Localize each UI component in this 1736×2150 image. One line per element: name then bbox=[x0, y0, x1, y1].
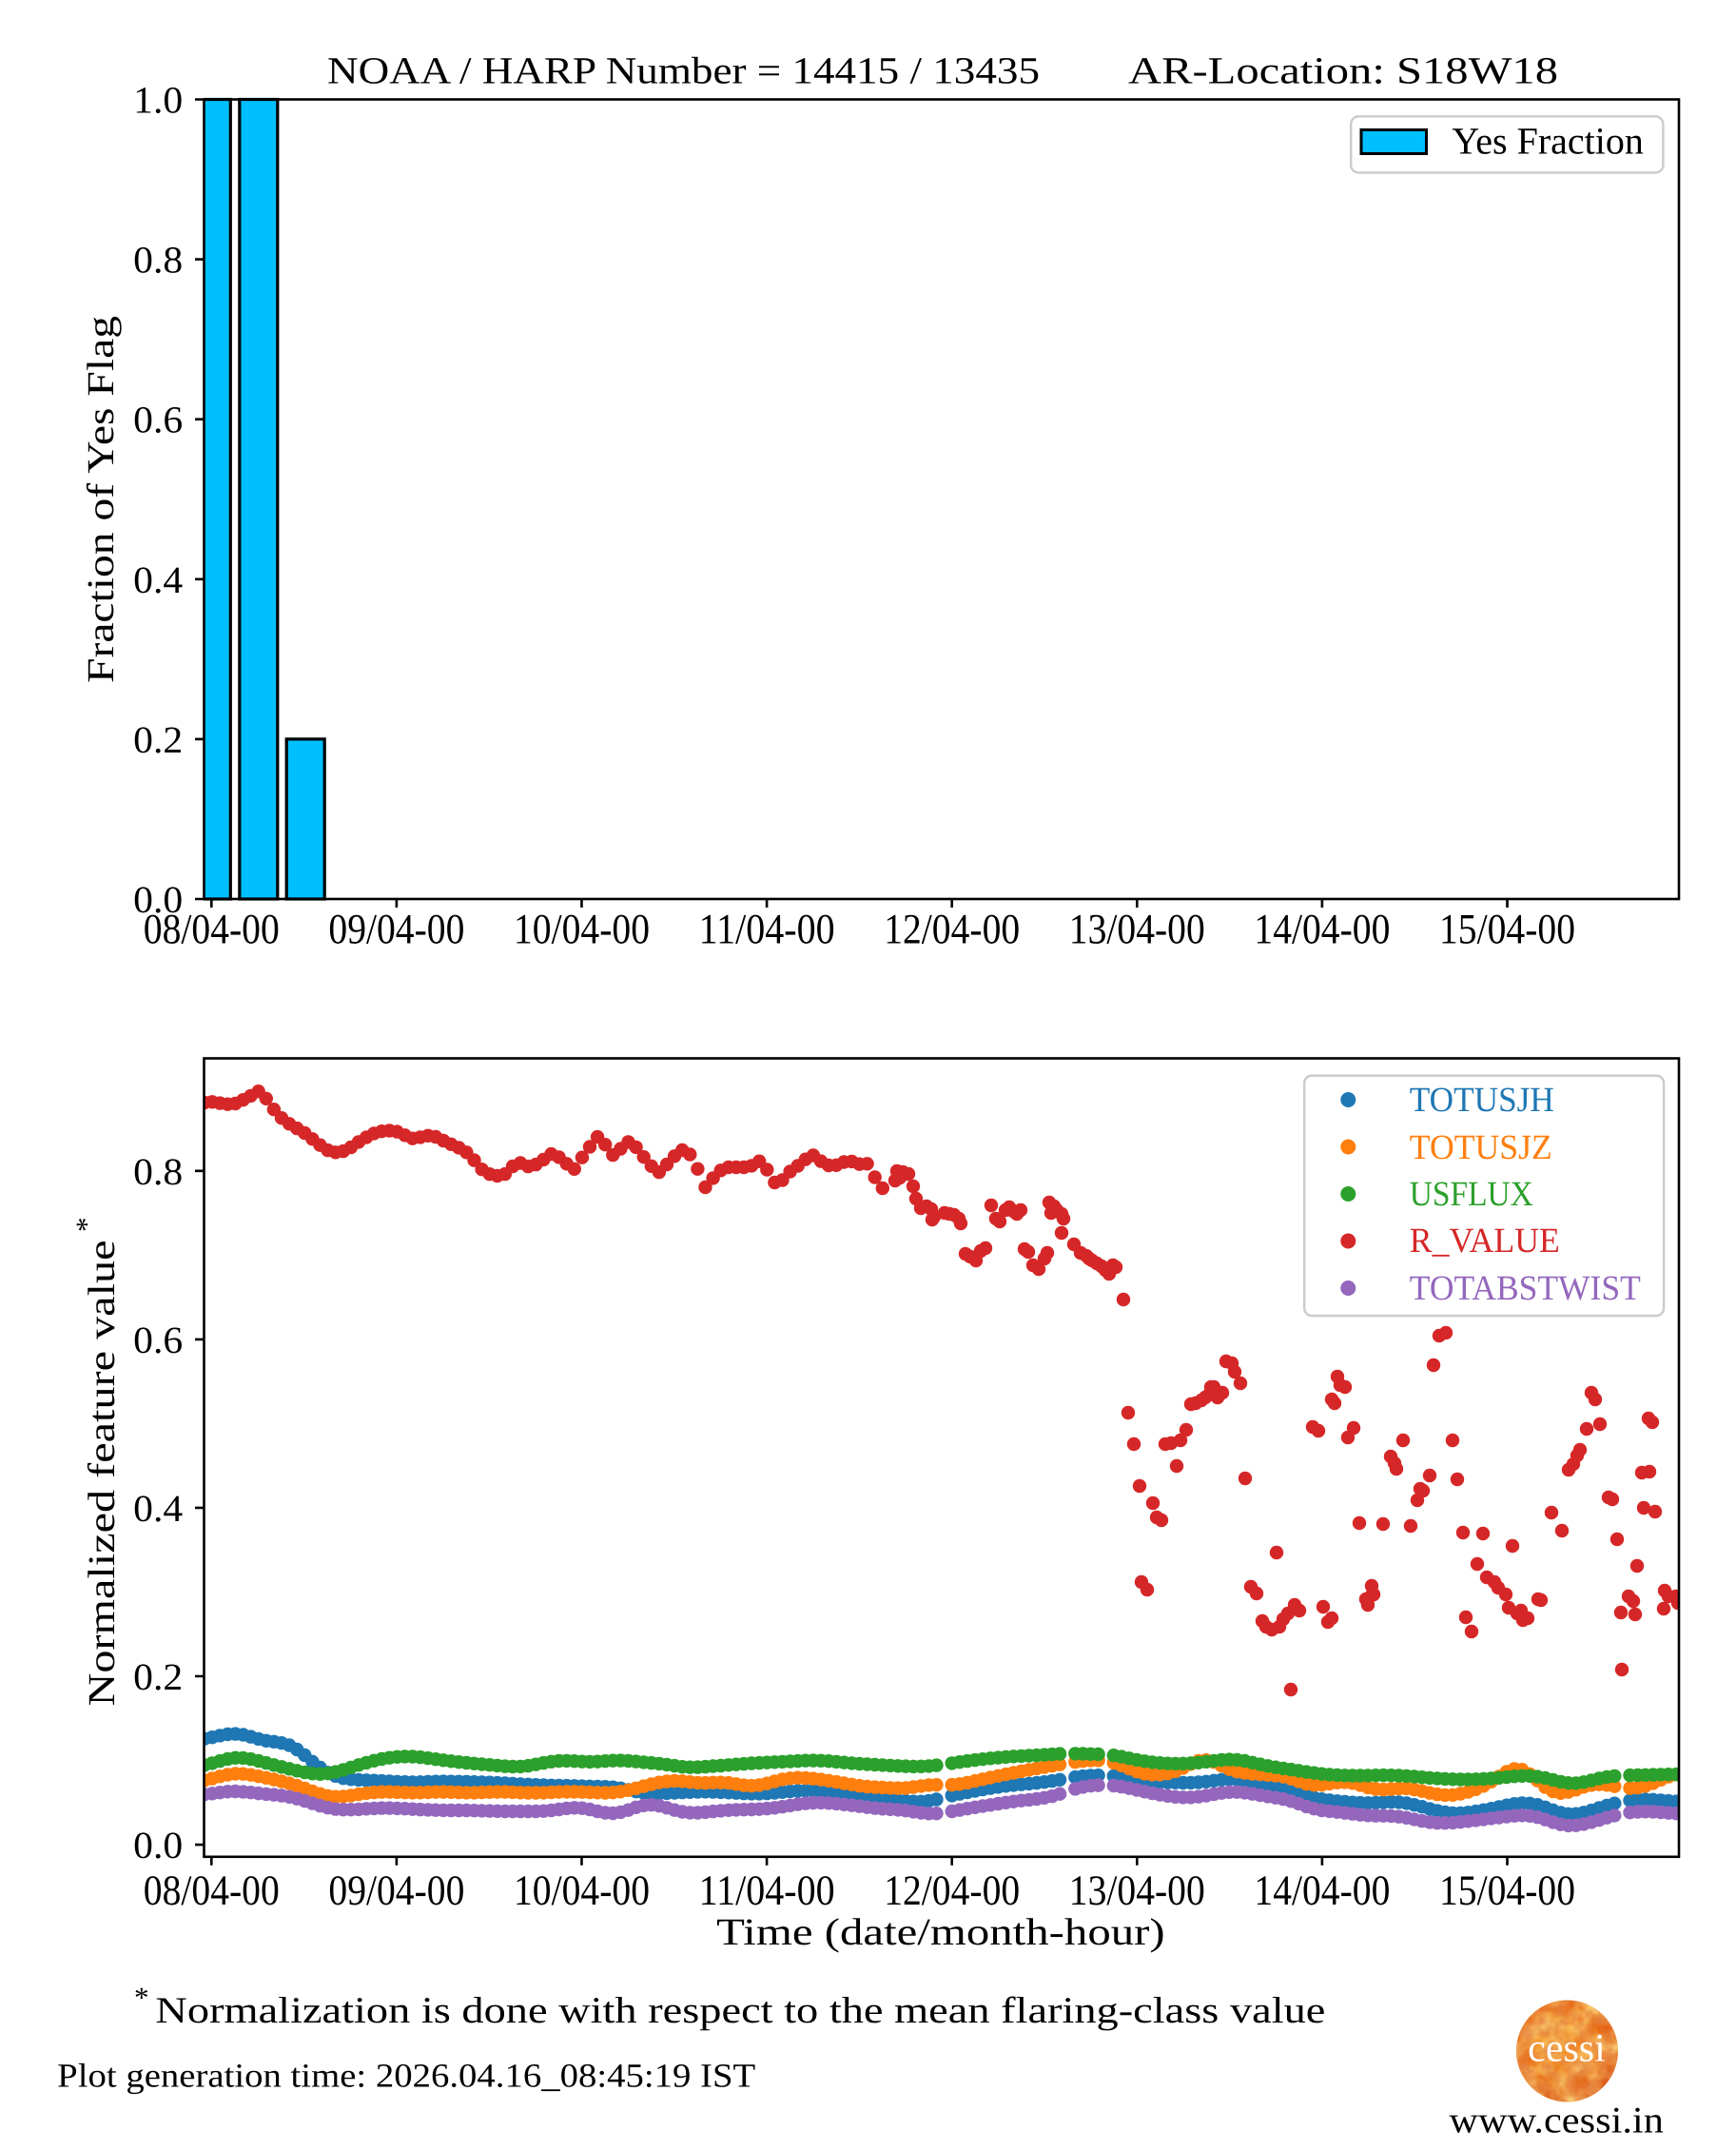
svg-text:10/04-00: 10/04-00 bbox=[514, 1867, 650, 1914]
svg-text:10/04-00: 10/04-00 bbox=[514, 906, 650, 953]
svg-text:R_VALUE: R_VALUE bbox=[1410, 1222, 1560, 1261]
svg-text:Yes Fraction: Yes Fraction bbox=[1452, 119, 1644, 162]
svg-text:0.6: 0.6 bbox=[133, 1319, 183, 1361]
svg-text:Time (date/month-hour): Time (date/month-hour) bbox=[716, 1910, 1164, 1953]
svg-text:11/04-00: 11/04-00 bbox=[699, 906, 835, 953]
svg-text:0.2: 0.2 bbox=[133, 1655, 183, 1698]
svg-text:14/04-00: 14/04-00 bbox=[1254, 1867, 1390, 1914]
svg-text:14/04-00: 14/04-00 bbox=[1254, 906, 1390, 953]
svg-text:NOAA / HARP Number = 14415 / 1: NOAA / HARP Number = 14415 / 13435 bbox=[327, 49, 1040, 92]
svg-text:09/04-00: 09/04-00 bbox=[328, 1867, 464, 1914]
svg-text:0.6: 0.6 bbox=[133, 399, 183, 441]
svg-text:*: * bbox=[69, 1218, 103, 1233]
svg-text:0.0: 0.0 bbox=[133, 1824, 183, 1867]
svg-text:TOTABSTWIST: TOTABSTWIST bbox=[1410, 1269, 1641, 1308]
svg-text:cessi: cessi bbox=[1528, 2027, 1606, 2071]
svg-text:13/04-00: 13/04-00 bbox=[1069, 906, 1205, 953]
svg-text:1.0: 1.0 bbox=[133, 79, 183, 122]
svg-text:Fraction of Yes Flag: Fraction of Yes Flag bbox=[79, 316, 122, 683]
svg-text:*: * bbox=[134, 1981, 149, 2014]
svg-text:15/04-00: 15/04-00 bbox=[1439, 906, 1575, 953]
svg-text:09/04-00: 09/04-00 bbox=[328, 906, 464, 953]
svg-text:0.8: 0.8 bbox=[133, 239, 183, 282]
svg-text:08/04-00: 08/04-00 bbox=[144, 1867, 280, 1914]
svg-text:0.4: 0.4 bbox=[133, 1487, 183, 1530]
svg-text:0.4: 0.4 bbox=[133, 558, 183, 601]
svg-text:AR-Location: S18W18: AR-Location: S18W18 bbox=[1128, 49, 1558, 92]
svg-text:TOTUSJH: TOTUSJH bbox=[1410, 1081, 1554, 1120]
svg-text:0.2: 0.2 bbox=[133, 718, 183, 761]
svg-text:TOTUSJZ: TOTUSJZ bbox=[1410, 1128, 1552, 1167]
svg-text:www.cessi.in: www.cessi.in bbox=[1449, 2101, 1664, 2141]
svg-text:Normalization is done with res: Normalization is done with respect to th… bbox=[155, 1990, 1325, 2031]
svg-text:12/04-00: 12/04-00 bbox=[884, 1867, 1020, 1914]
svg-text:0.8: 0.8 bbox=[133, 1150, 183, 1193]
svg-text:Normalized feature value: Normalized feature value bbox=[80, 1241, 123, 1707]
svg-text:11/04-00: 11/04-00 bbox=[699, 1867, 835, 1914]
svg-text:08/04-00: 08/04-00 bbox=[144, 906, 280, 953]
svg-text:Plot generation time: 2026.04.: Plot generation time: 2026.04.16_08:45:1… bbox=[57, 2057, 755, 2095]
svg-text:12/04-00: 12/04-00 bbox=[884, 906, 1020, 953]
svg-text:USFLUX: USFLUX bbox=[1410, 1175, 1533, 1214]
svg-text:15/04-00: 15/04-00 bbox=[1439, 1867, 1575, 1914]
svg-text:13/04-00: 13/04-00 bbox=[1069, 1867, 1205, 1914]
svg-text:0.0: 0.0 bbox=[133, 878, 183, 921]
